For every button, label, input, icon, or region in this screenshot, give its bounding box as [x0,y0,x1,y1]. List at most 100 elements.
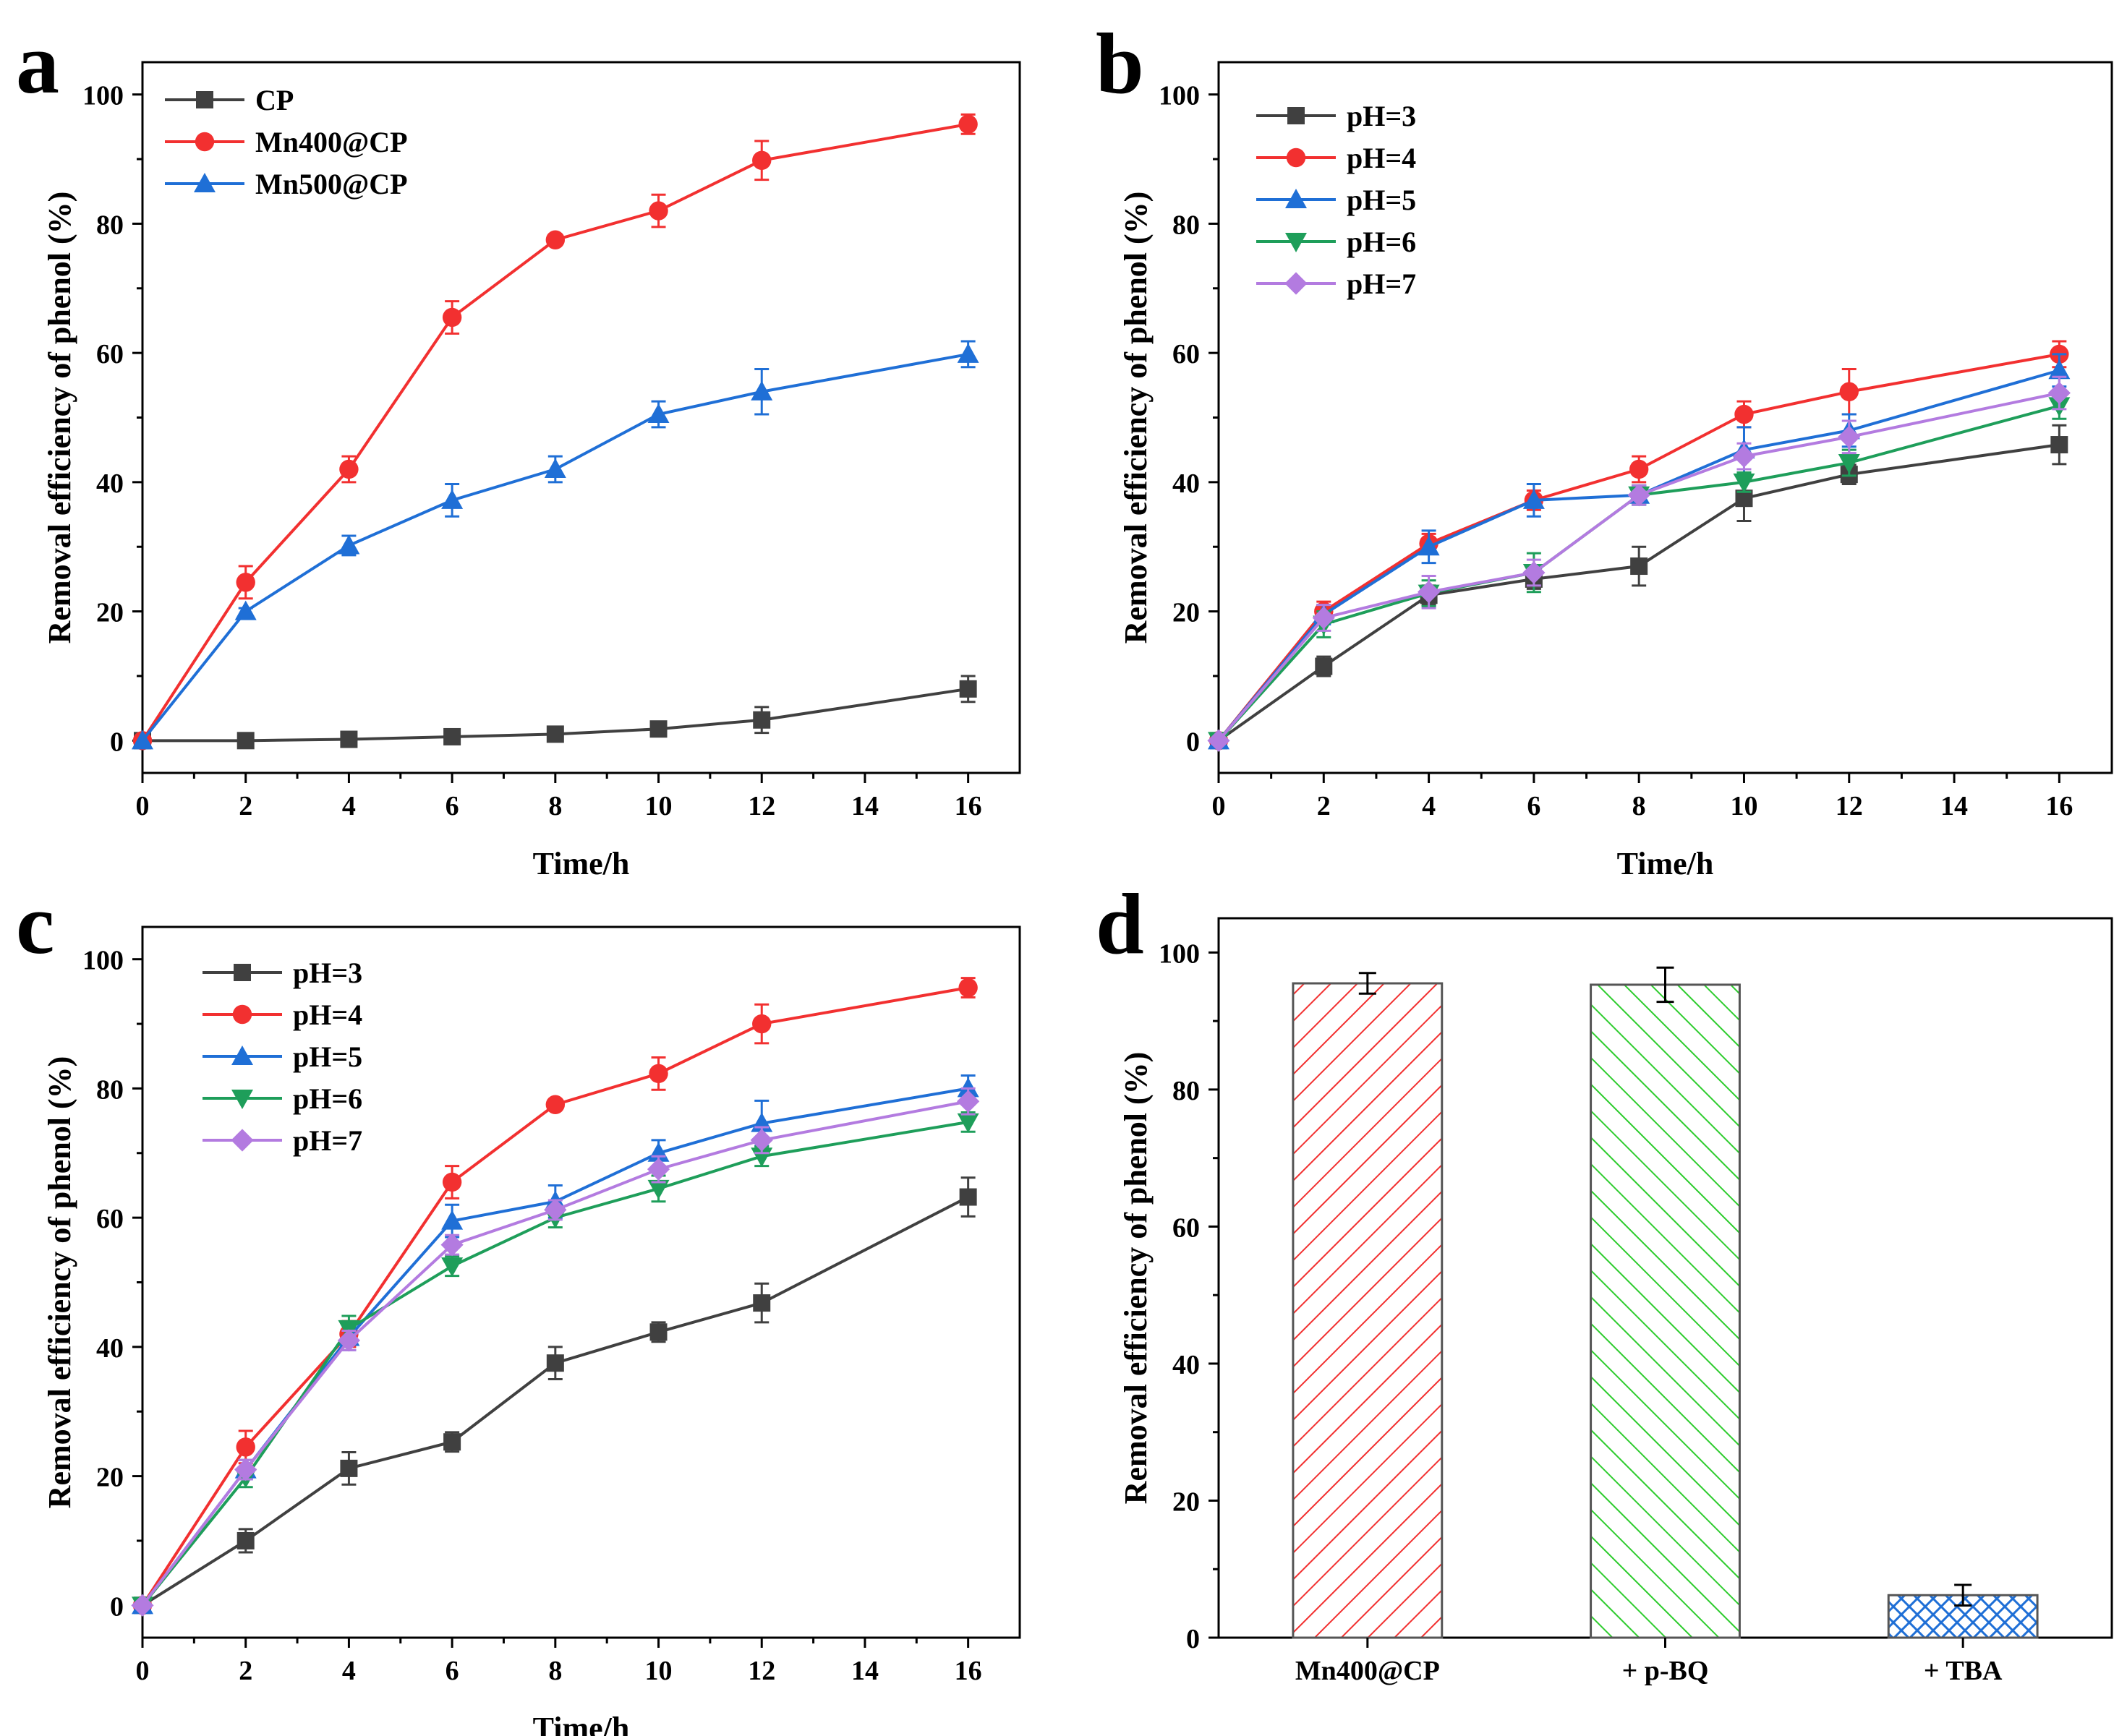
data-point-ph-7 [2047,381,2071,405]
data-point-cp [236,732,255,750]
x-tick-label: 6 [446,1656,459,1686]
legend-marker-ph-3 [1287,107,1305,124]
y-tick-label: 40 [1172,1350,1200,1380]
x-tick-label: 2 [239,1656,252,1686]
data-point-mn400-cp [236,573,255,592]
x-tick-label: 6 [446,791,459,821]
x-tick-label: 12 [748,791,775,821]
y-tick-label: 80 [1172,1076,1200,1106]
y-tick-label: 20 [96,1463,124,1493]
legend-marker-cp [196,91,213,108]
legend-label-ph-3: pH=3 [1347,100,1416,132]
x-tick-label: 6 [1527,791,1540,821]
data-point-mn400-cp [442,307,462,328]
x-tick-label: 4 [1422,791,1436,821]
legend-label-ph-4: pH=4 [293,999,362,1031]
y-tick-label: 60 [96,1204,124,1234]
legend-label-cp: CP [255,84,294,116]
y-tick-label: 0 [1186,727,1200,757]
x-category-label: + p-BQ [1622,1656,1709,1686]
data-point-mn400-cp [339,459,359,479]
panel-letter-c: c [16,876,54,972]
data-point-ph-3 [959,1188,977,1206]
data-point-cp [546,725,564,743]
panel-d: 0 20 40 60 80 100 Removal efficiency of phenol… [1118,917,2113,1686]
x-tick-label: 16 [955,791,982,821]
data-point-mn400-cp [545,230,566,249]
y-tick-label: 0 [110,727,124,757]
x-tick-label: 4 [342,791,356,821]
x-tick-label: 10 [645,791,673,821]
y-tick-label: 80 [1172,210,1200,240]
x-tick-label: 2 [1317,791,1331,821]
data-point-ph-7 [1732,445,1756,468]
data-point-cp [443,727,461,745]
x-tick-label: 14 [851,1656,879,1686]
data-point-ph-6 [957,1113,979,1133]
series-ph-3 [1210,424,2068,750]
data-point-mn500-cp [751,380,773,401]
data-point-ph-4 [442,1172,462,1192]
legend-marker-ph-4 [232,1004,252,1025]
y-tick-label: 80 [96,1074,124,1105]
series-line-ph-6 [141,1120,968,1607]
data-point-ph-7 [337,1329,361,1352]
y-tick-label: 100 [82,81,124,111]
plot-frame [141,925,1021,1639]
series-line-mn400-cp [141,122,968,742]
series-ph-7 [1207,375,2071,752]
data-point-ph-7 [1522,561,1546,584]
y-tick-label: 40 [96,469,124,499]
data-point-cp [649,720,668,738]
data-point-ph-5 [1522,489,1545,509]
data-point-ph-3 [753,1294,771,1312]
data-point-ph-4 [1839,382,1859,401]
data-point-ph-4 [958,978,978,998]
data-point-ph-6 [647,1179,670,1200]
data-point-ph-3 [443,1433,461,1451]
series-line-ph-4 [1217,352,2060,742]
legend-label-mn500-cp: Mn500@CP [255,168,408,200]
data-point-ph-4 [236,1437,255,1457]
y-tick-label: 40 [96,1333,124,1364]
x-tick-label: 12 [1836,791,1863,821]
series-ph-4 [132,977,978,1615]
data-point-mn500-cp [338,534,360,555]
x-axis-title: Time/h [533,846,630,881]
bar-rect-p-bq [1590,983,1741,1639]
y-tick-label: 0 [1186,1624,1200,1654]
data-point-ph-3 [1315,657,1333,675]
bar-rect-mn400-cp [1292,982,1444,1639]
series-cp [134,675,977,750]
data-point-ph-3 [1630,557,1648,576]
series-line-ph-4 [141,986,968,1607]
x-tick-label: 4 [342,1656,356,1686]
panel-letter-d: d [1096,876,1144,972]
data-point-cp [753,711,771,729]
data-point-mn500-cp [234,600,257,620]
legend-marker-ph-4 [1286,147,1306,168]
data-point-ph-3 [649,1323,668,1341]
data-point-mn500-cp [132,730,153,750]
series-line-ph-3 [1217,443,2060,742]
data-point-ph-4 [649,1064,668,1084]
legend-marker-ph-7 [231,1129,254,1152]
data-point-mn500-cp [544,458,566,478]
x-axis-title: Time/h [533,1711,630,1736]
data-point-ph-4 [752,1014,772,1034]
x-axis-title: Time/h [1617,846,1714,881]
data-point-ph-7 [234,1458,257,1481]
data-point-ph-4 [545,1095,566,1114]
bar-p-bq [1590,966,1741,1639]
series-ph-4 [1209,340,2069,751]
x-tick-label: 8 [548,791,562,821]
y-tick-label: 0 [110,1591,124,1622]
y-axis-title: Removal efficiency of phenol (%) [1118,1052,1154,1505]
x-tick-label: 12 [748,1656,775,1686]
x-tick-label: 2 [239,791,252,821]
x-tick-label: 16 [2045,791,2073,821]
data-point-mn500-cp [441,489,464,509]
data-point-ph-3 [236,1531,255,1549]
